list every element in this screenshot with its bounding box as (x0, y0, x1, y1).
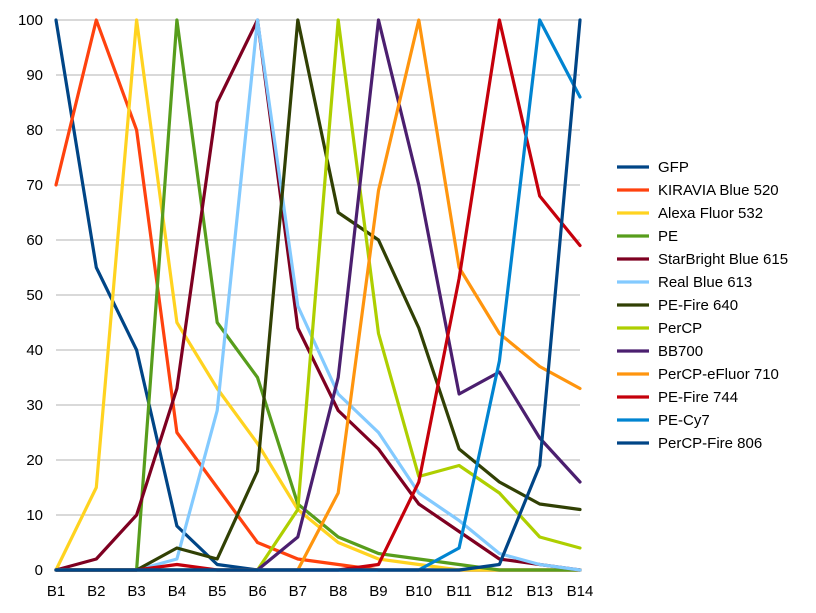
y-tick-label: 0 (35, 562, 43, 579)
y-tick-label: 30 (26, 397, 43, 414)
x-tick-label: B1 (47, 583, 65, 600)
y-tick-label: 60 (26, 232, 43, 249)
x-tick-label: B13 (526, 583, 553, 600)
y-tick-label: 20 (26, 452, 43, 469)
legend-label: PerCP-eFluor 710 (658, 366, 779, 383)
legend: GFP KIRAVIA Blue 520 Alexa Fluor 532 PE Star… (617, 159, 788, 452)
y-tick-label: 100 (18, 12, 43, 29)
x-tick-label: B11 (446, 583, 472, 600)
legend-label: PE-Fire 744 (658, 389, 738, 406)
legend-label: Alexa Fluor 532 (658, 205, 763, 222)
legend-label: GFP (658, 159, 689, 176)
legend-label: PE (658, 228, 678, 245)
legend-label: PerCP (658, 320, 702, 337)
series-lines (54, 18, 582, 572)
series-line-percp-fire-806 (54, 18, 582, 572)
x-tick-label: B6 (248, 583, 266, 600)
y-tick-label: 80 (26, 122, 43, 139)
x-tick-label: B5 (208, 583, 226, 600)
legend-label: PE-Cy7 (658, 412, 710, 429)
y-axis-tick-labels: 0 10 20 30 40 50 60 70 80 90 100 (18, 12, 43, 579)
x-tick-label: B14 (567, 583, 594, 600)
x-tick-label: B12 (486, 583, 513, 600)
x-tick-label: B3 (127, 583, 145, 600)
y-tick-label: 10 (26, 507, 43, 524)
x-tick-label: B7 (289, 583, 307, 600)
legend-label: PerCP-Fire 806 (658, 435, 762, 452)
y-tick-label: 40 (26, 342, 43, 359)
x-axis-tick-labels: B1 B2 B3 B4 B5 B6 B7 B8 B9 B10 B11 B12 B13 B14 (47, 583, 594, 600)
x-tick-label: B2 (87, 583, 105, 600)
legend-label: PE-Fire 640 (658, 297, 738, 314)
legend-label: Real Blue 613 (658, 274, 752, 291)
series-line-pe (54, 18, 582, 572)
legend-label: BB700 (658, 343, 703, 360)
x-tick-label: B9 (369, 583, 387, 600)
y-tick-label: 70 (26, 177, 43, 194)
legend-label: KIRAVIA Blue 520 (658, 182, 779, 199)
series-line-starbright-blue-615 (54, 18, 582, 572)
y-gridlines (56, 19, 580, 571)
series-line-pe-fire-640 (54, 18, 582, 572)
y-tick-label: 50 (26, 287, 43, 304)
y-tick-label: 90 (26, 67, 43, 84)
x-tick-label: B4 (168, 583, 186, 600)
x-tick-label: B8 (329, 583, 347, 600)
x-tick-label: B10 (405, 583, 432, 600)
legend-label: StarBright Blue 615 (658, 251, 788, 268)
